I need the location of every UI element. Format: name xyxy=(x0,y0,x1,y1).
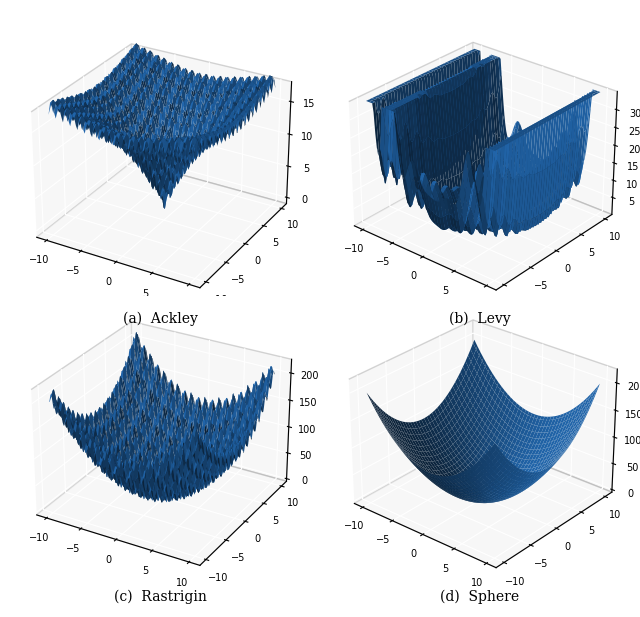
Text: (a)  Ackley: (a) Ackley xyxy=(123,312,197,326)
Text: (b)  Levy: (b) Levy xyxy=(449,312,511,326)
Text: (d)  Sphere: (d) Sphere xyxy=(440,589,520,603)
Text: (c)  Rastrigin: (c) Rastrigin xyxy=(113,589,207,603)
